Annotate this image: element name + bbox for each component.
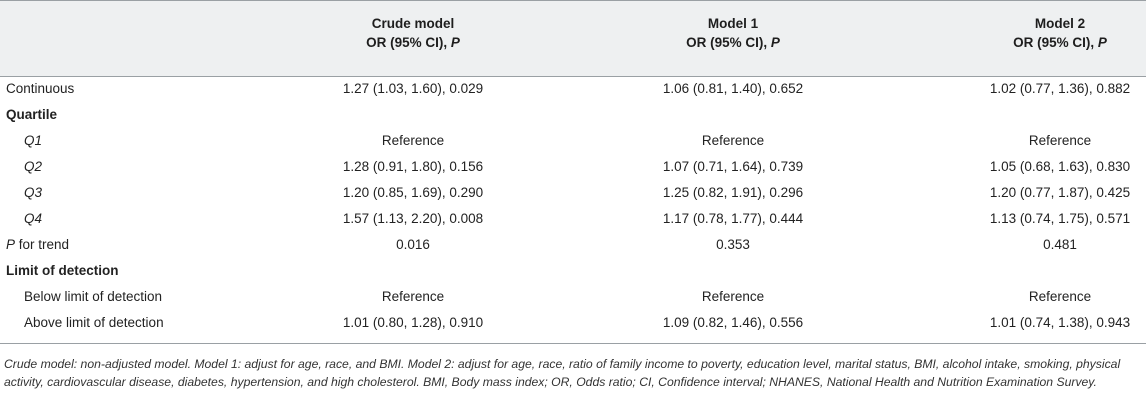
cell-model-2: 1.01 (0.74, 1.38), 0.943 [989,315,1131,330]
column-header-title: Crude model [371,16,455,31]
column-header-title: Model 1 [707,16,759,31]
row-label: Above limit of detection [24,315,164,330]
section-heading: Limit of detection [6,263,119,278]
table-row-q4: Q4 1.57 (1.13, 2.20), 0.008 1.17 (0.78, … [0,206,1146,232]
table-row-q2: Q2 1.28 (0.91, 1.80), 0.156 1.07 (0.71, … [0,154,1146,180]
row-label: Below limit of detection [24,289,163,304]
cell-crude: 1.27 (1.03, 1.60), 0.029 [342,81,484,96]
cell-model-1: 1.17 (0.78, 1.77), 0.444 [662,211,804,226]
cell-model-2: Reference [1028,133,1092,148]
cell-crude: 1.57 (1.13, 2.20), 0.008 [342,211,484,226]
header-rule [0,76,1146,77]
row-label: Q1 [24,133,43,148]
cell-model-2: 1.02 (0.77, 1.36), 0.882 [989,81,1131,96]
table-row-continuous: Continuous 1.27 (1.03, 1.60), 0.029 1.06… [0,76,1146,102]
cell-model-1: 1.07 (0.71, 1.64), 0.739 [662,159,804,174]
cell-model-1: 0.353 [716,237,750,252]
cell-model-1: 1.09 (0.82, 1.46), 0.556 [662,315,804,330]
column-header-model-1: Model 1 OR (95% CI), P [686,14,780,52]
table-row-quartile-heading: Quartile [0,102,1146,128]
cell-model-2: 1.05 (0.68, 1.63), 0.830 [989,159,1131,174]
column-header-title: Model 2 [1034,16,1086,31]
table-row-below-lod: Below limit of detection Reference Refer… [0,284,1146,310]
column-header-crude-model: Crude model OR (95% CI), P [366,14,460,52]
cell-model-2: 1.20 (0.77, 1.87), 0.425 [989,185,1131,200]
cell-crude: 1.01 (0.80, 1.28), 0.910 [342,315,484,330]
bottom-rule [0,343,1146,344]
table-row-q3: Q3 1.20 (0.85, 1.69), 0.290 1.25 (0.82, … [0,180,1146,206]
cell-crude: 0.016 [396,237,430,252]
header-band [0,0,1146,76]
column-header-subtitle: OR (95% CI), P [1013,35,1107,50]
cell-model-2: Reference [1028,289,1092,304]
cell-crude: 1.20 (0.85, 1.69), 0.290 [342,185,484,200]
table-row-p-for-trend: P for trend 0.016 0.353 0.481 [0,232,1146,258]
cell-crude: 1.28 (0.91, 1.80), 0.156 [342,159,484,174]
section-heading: Quartile [6,107,58,122]
cell-model-1: 1.25 (0.82, 1.91), 0.296 [662,185,804,200]
cell-model-1: Reference [701,289,765,304]
cell-model-2: 0.481 [1043,237,1077,252]
column-header-subtitle: OR (95% CI), P [366,35,460,50]
table-row-above-lod: Above limit of detection 1.01 (0.80, 1.2… [0,310,1146,336]
row-label: Continuous [6,81,75,96]
row-label: P for trend [6,237,70,252]
column-header-subtitle: OR (95% CI), P [686,35,780,50]
table-row-q1: Q1 Reference Reference Reference [0,128,1146,154]
top-rule [0,0,1146,1]
cell-crude: Reference [381,133,445,148]
cell-crude: Reference [381,289,445,304]
row-label: Q4 [24,211,43,226]
cell-model-1: 1.06 (0.81, 1.40), 0.652 [662,81,804,96]
row-label: Q3 [24,185,43,200]
table-footnote: Crude model: non-adjusted model. Model 1… [4,357,1121,389]
cell-model-2: 1.13 (0.74, 1.75), 0.571 [989,211,1131,226]
column-header-model-2: Model 2 OR (95% CI), P [1013,14,1107,52]
cell-model-1: Reference [701,133,765,148]
table-row-lod-heading: Limit of detection [0,258,1146,284]
row-label: Q2 [24,159,43,174]
